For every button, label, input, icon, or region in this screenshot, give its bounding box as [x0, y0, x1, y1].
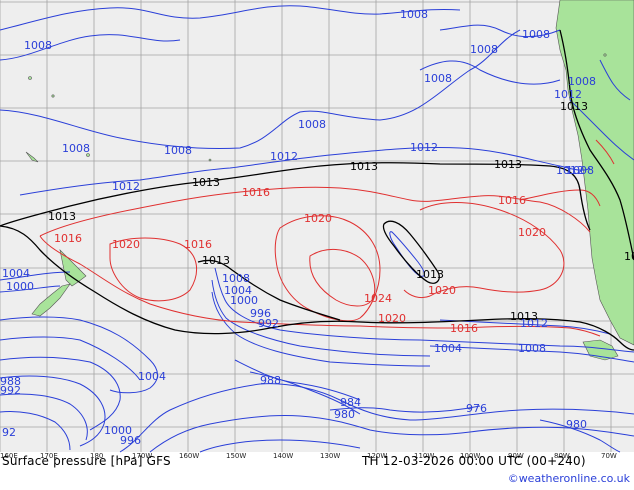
label-1012-f: 1012: [556, 164, 584, 177]
label-1008-j: 1008: [222, 272, 250, 285]
label-1016-a: 1016: [242, 186, 270, 199]
label-1020-b: 1020: [112, 238, 140, 251]
label-980-a: 980: [334, 408, 355, 421]
label-1016-b: 1016: [54, 232, 82, 245]
label-92: 92: [2, 426, 16, 439]
isobar-1013: [0, 29, 634, 351]
label-988-b: 988: [260, 374, 281, 387]
lon-tick: 110W: [414, 452, 434, 460]
label-1000-a: 1000: [6, 280, 34, 293]
label-988-a: 988: [0, 375, 21, 388]
label-1000-c: 1000: [104, 424, 132, 437]
map-title: Surface pressure [hPa] GFS: [2, 454, 171, 468]
island: [86, 153, 90, 157]
lon-tick: 120W: [367, 452, 387, 460]
lon-tick: 130W: [320, 452, 340, 460]
isobars-high: [39, 139, 615, 337]
label-1008-f: 1008: [568, 75, 596, 88]
label-1012-b: 1012: [270, 150, 298, 163]
label-1008-e: 1008: [424, 72, 452, 85]
label-1008-b: 1008: [24, 39, 52, 52]
label-1013-i: 1013: [624, 250, 634, 263]
label-1004-a: 1004: [2, 267, 30, 280]
label-1020-e: 1020: [378, 312, 406, 325]
label-1013-g: 1013: [416, 268, 444, 281]
label-1004-d: 1004: [138, 370, 166, 383]
footer-strip: [0, 452, 634, 490]
lon-tick: 150W: [226, 452, 246, 460]
island: [208, 158, 212, 162]
label-1012-e: 1012: [520, 317, 548, 330]
label-1000-b: 1000: [230, 294, 258, 307]
new-zealand-south: [31, 283, 71, 317]
label-1013-h: 1013: [510, 310, 538, 323]
label-1008-d: 1008: [522, 28, 550, 41]
label-1016-c: 1016: [184, 238, 212, 251]
label-980-b: 980: [566, 418, 587, 431]
label-1013-b: 1013: [192, 176, 220, 189]
credit-link[interactable]: ©weatheronline.co.uk: [507, 472, 630, 485]
label-976: 976: [466, 402, 487, 415]
label-1008-g: 1008: [298, 118, 326, 131]
lat-lon-grid: [0, 0, 634, 452]
label-1013-e: 1013: [48, 210, 76, 223]
label-992-b: 992: [0, 384, 21, 397]
lon-tick: 180: [90, 452, 103, 460]
label-1013-c: 1013: [350, 160, 378, 173]
lon-tick: 80W: [554, 452, 570, 460]
island: [603, 53, 607, 57]
lon-tick: 160W: [179, 452, 199, 460]
new-caledonia: [25, 151, 39, 163]
label-992-a: 992: [258, 317, 279, 330]
label-1013-f: 1013: [202, 254, 230, 267]
label-1012-d: 1012: [112, 180, 140, 193]
lon-tick: 70W: [601, 452, 617, 460]
island: [51, 94, 55, 98]
lon-tick: 170W: [132, 452, 152, 460]
label-1020-c: 1020: [518, 226, 546, 239]
label-1008-k: 1008: [518, 342, 546, 355]
lon-tick: 90W: [508, 452, 524, 460]
label-1008-c: 1008: [470, 43, 498, 56]
lon-axis: 160E 170E 180 170W 160W 150W 140W 130W 1…: [0, 452, 617, 460]
label-1004-c: 1004: [434, 342, 462, 355]
lon-tick: 170E: [40, 452, 58, 460]
label-996-a: 996: [250, 307, 271, 320]
label-1016-d: 1016: [498, 194, 526, 207]
new-zealand-north: [59, 249, 87, 287]
label-1008-a: 1008: [400, 8, 428, 21]
label-1016-e: 1016: [450, 322, 478, 335]
isobar-labels: 1008 1008 1008 1008 1008 1008 1008 1008 …: [0, 8, 634, 447]
island: [28, 76, 32, 80]
isobars-low: [0, 5, 634, 453]
label-984: 984: [340, 396, 361, 409]
label-1008-h: 1008: [62, 142, 90, 155]
label-1020-d: 1020: [428, 284, 456, 297]
label-1012-c: 1012: [410, 141, 438, 154]
label-1024: 1024: [364, 292, 392, 305]
label-1020-a: 1020: [304, 212, 332, 225]
label-1013-d: 1013: [494, 158, 522, 171]
label-1008-i: 1008: [164, 144, 192, 157]
label-1008-l: 1008: [566, 164, 594, 177]
lon-tick: 160E: [0, 452, 18, 460]
label-1004-b: 1004: [224, 284, 252, 297]
label-996-b: 996: [120, 434, 141, 447]
lon-tick: 140W: [273, 452, 293, 460]
label-1013-a: 1013: [560, 100, 588, 113]
valid-time: TH 12-03-2026 00:00 UTC (00+240): [362, 454, 586, 468]
lon-tick: 100W: [460, 452, 480, 460]
ocean-background: [0, 0, 634, 452]
label-1012-a: 1012: [554, 88, 582, 101]
